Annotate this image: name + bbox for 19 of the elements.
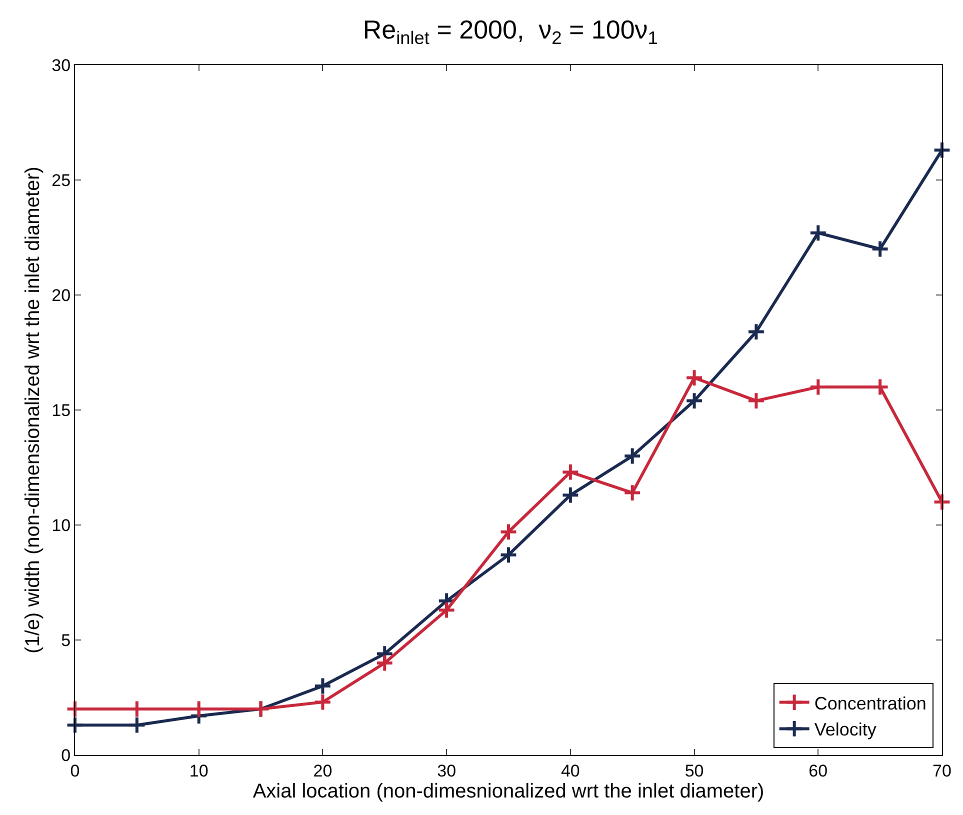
x-tick-label: 70: [932, 761, 952, 780]
x-tick-label: 60: [808, 761, 828, 780]
x-tick-label: 40: [560, 761, 580, 780]
y-axis-title: (1/e) width (non-dimensionalized wrt the inlet diameter): [22, 166, 44, 654]
y-tick-label: 15: [52, 400, 71, 420]
chart-title: Re$_{inlet}$ = 2000, ν$_{2}$ = 100ν$_{1}$: [362, 14, 658, 48]
y-tick-label: 20: [52, 286, 71, 305]
y-tick-label: 5: [61, 630, 71, 650]
y-tick-label: 30: [52, 56, 71, 75]
x-tick-label: 30: [437, 761, 456, 780]
x-tick-label: 10: [189, 761, 208, 780]
x-tick-label: 50: [684, 761, 704, 780]
legend-label: Concentration: [814, 693, 926, 714]
y-tick-label: 0: [61, 746, 71, 765]
y-tick-label: 10: [52, 516, 71, 535]
x-axis-title: Axial location (non-dimesnionalized wrt the inlet diameter): [252, 780, 764, 802]
legend-label: Velocity: [814, 720, 876, 740]
y-tick-label: 25: [52, 170, 71, 190]
x-tick-label: 20: [313, 761, 332, 780]
